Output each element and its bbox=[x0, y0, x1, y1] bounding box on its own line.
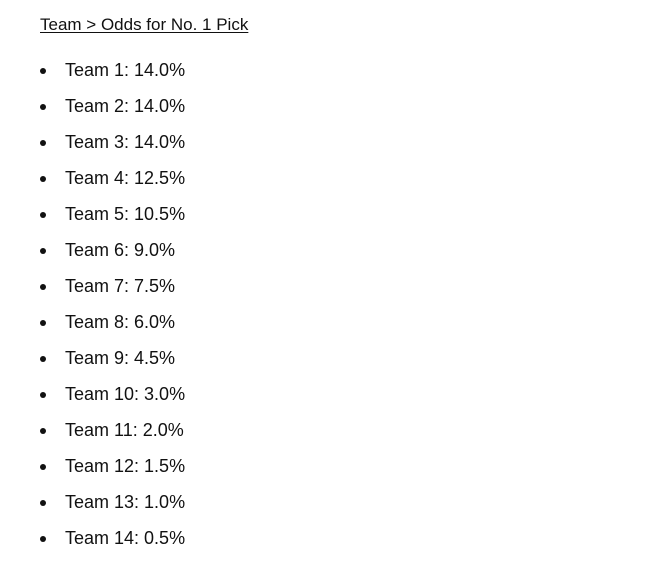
list-item: Team 1: 14.0% bbox=[0, 58, 185, 94]
list-item: Team 4: 12.5% bbox=[0, 166, 185, 202]
bullet-icon bbox=[40, 176, 46, 182]
list-item-text: Team 9: 4.5% bbox=[65, 348, 176, 368]
list-item: Team 8: 6.0% bbox=[0, 310, 185, 346]
list-item-text: Team 11: 2.0% bbox=[65, 420, 184, 440]
bullet-icon bbox=[40, 104, 46, 110]
bullet-icon bbox=[40, 284, 46, 290]
list-item: Team 11: 2.0% bbox=[0, 418, 185, 454]
bullet-icon bbox=[40, 140, 46, 146]
list-item-text: Team 6: 9.0% bbox=[65, 240, 176, 260]
list-item: Team 6: 9.0% bbox=[0, 238, 185, 274]
list-item-text: Team 13: 1.0% bbox=[65, 492, 186, 512]
bullet-icon bbox=[40, 428, 46, 434]
bullet-icon bbox=[40, 68, 46, 74]
odds-list: Team 1: 14.0% Team 2: 14.0% Team 3: 14.0% T… bbox=[0, 58, 185, 562]
list-item-text: Team 7: 7.5% bbox=[65, 276, 176, 296]
list-item: Team 5: 10.5% bbox=[0, 202, 185, 238]
list-item-text: Team 12: 1.5% bbox=[65, 456, 186, 476]
list-item: Team 14: 0.5% bbox=[0, 526, 185, 562]
bullet-icon bbox=[40, 392, 46, 398]
list-item-text: Team 4: 12.5% bbox=[65, 168, 186, 188]
bullet-icon bbox=[40, 320, 46, 326]
list-item: Team 10: 3.0% bbox=[0, 382, 185, 418]
list-item-text: Team 2: 14.0% bbox=[65, 96, 186, 116]
bullet-icon bbox=[40, 212, 46, 218]
bullet-icon bbox=[40, 356, 46, 362]
list-item: Team 9: 4.5% bbox=[0, 346, 185, 382]
bullet-icon bbox=[40, 536, 46, 542]
list-item: Team 7: 7.5% bbox=[0, 274, 185, 310]
list-item-text: Team 1: 14.0% bbox=[65, 60, 186, 80]
list-item: Team 3: 14.0% bbox=[0, 130, 185, 166]
list-item-text: Team 3: 14.0% bbox=[65, 132, 186, 152]
list-item-text: Team 10: 3.0% bbox=[65, 384, 186, 404]
bullet-icon bbox=[40, 500, 46, 506]
list-item: Team 2: 14.0% bbox=[0, 94, 185, 130]
list-item-text: Team 8: 6.0% bbox=[65, 312, 176, 332]
list-item: Team 13: 1.0% bbox=[0, 490, 185, 526]
list-item-text: Team 14: 0.5% bbox=[65, 528, 186, 548]
list-item: Team 12: 1.5% bbox=[0, 454, 185, 490]
bullet-icon bbox=[40, 464, 46, 470]
bullet-icon bbox=[40, 248, 46, 254]
list-item-text: Team 5: 10.5% bbox=[65, 204, 186, 224]
page-heading: Team > Odds for No. 1 Pick bbox=[40, 15, 249, 34]
